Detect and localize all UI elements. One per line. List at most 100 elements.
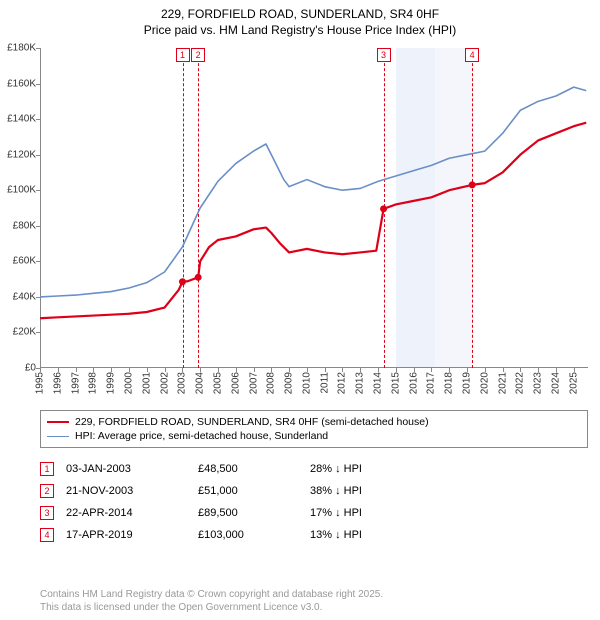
sales-row-diff: 28% ↓ HPI (310, 463, 588, 475)
sales-row: 3 22-APR-2014 £89,500 17% ↓ HPI (40, 502, 588, 524)
x-tick-label: 1997 (70, 372, 81, 394)
sale-event-marker: 1 (176, 48, 190, 62)
x-tick-label: 1996 (52, 372, 63, 394)
sales-row-price: £51,000 (198, 485, 298, 497)
x-tick-mark (111, 368, 112, 372)
x-tick-mark (538, 368, 539, 372)
legend-label: 229, FORDFIELD ROAD, SUNDERLAND, SR4 0HF… (75, 416, 429, 428)
sales-row-date: 17-APR-2019 (66, 529, 186, 541)
x-tick-label: 2011 (319, 372, 330, 394)
sale-event-marker: 2 (191, 48, 205, 62)
x-tick-mark (58, 368, 59, 372)
x-tick-label: 1998 (88, 372, 99, 394)
footer-text: Contains HM Land Registry data © Crown c… (40, 589, 383, 613)
x-tick-label: 2002 (159, 372, 170, 394)
sales-row-number: 1 (40, 462, 54, 476)
title-line-1: 229, FORDFIELD ROAD, SUNDERLAND, SR4 0HF (0, 6, 600, 22)
x-tick-label: 2003 (177, 372, 188, 394)
x-tick-label: 2022 (515, 372, 526, 394)
x-tick-label: 2004 (195, 372, 206, 394)
x-tick-label: 2005 (212, 372, 223, 394)
sales-row: 1 03-JAN-2003 £48,500 28% ↓ HPI (40, 458, 588, 480)
legend: 229, FORDFIELD ROAD, SUNDERLAND, SR4 0HF… (40, 410, 588, 448)
x-tick-label: 2024 (550, 372, 561, 394)
sale-event-marker: 4 (465, 48, 479, 62)
x-tick-mark (93, 368, 94, 372)
chart: £0£20K£40K£60K£80K£100K£120K£140K£160K£1… (40, 48, 588, 368)
title-line-2: Price paid vs. HM Land Registry's House … (0, 22, 600, 38)
chart-lines (40, 48, 588, 368)
x-tick-label: 2021 (497, 372, 508, 394)
sales-row-price: £48,500 (198, 463, 298, 475)
legend-row: HPI: Average price, semi-detached house,… (47, 429, 581, 443)
y-tick-label: £140K (0, 114, 36, 125)
x-tick-label: 2014 (373, 372, 384, 394)
x-tick-label: 2008 (266, 372, 277, 394)
series-marker (380, 205, 387, 212)
x-tick-label: 2012 (337, 372, 348, 394)
footer-note: Contains HM Land Registry data © Crown c… (40, 588, 588, 614)
sales-row: 417-APR-2019£103,00013% ↓ HPI (40, 524, 588, 546)
x-tick-label: 1999 (106, 372, 117, 394)
series-marker (195, 274, 202, 281)
y-tick-label: £120K (0, 149, 36, 160)
sales-row-price: £89,500 (198, 507, 298, 519)
x-tick-mark (165, 368, 166, 372)
y-tick-label: £160K (0, 78, 36, 89)
y-tick-label: £80K (0, 220, 36, 231)
sales-row-number: 3 (40, 506, 54, 520)
x-tick-label: 2019 (462, 372, 473, 394)
sales-row-diff: 17% ↓ HPI (310, 507, 588, 519)
y-tick-label: £20K (0, 327, 36, 338)
x-tick-label: 2023 (533, 372, 544, 394)
x-tick-mark (307, 368, 308, 372)
sales-row-number: 2 (40, 484, 54, 498)
x-tick-mark (40, 368, 41, 372)
sale-event-marker: 3 (377, 48, 391, 62)
x-tick-label: 2010 (301, 372, 312, 394)
y-tick-label: £0 (0, 363, 36, 374)
x-tick-label: 2001 (141, 372, 152, 394)
x-tick-mark (325, 368, 326, 372)
x-tick-mark (76, 368, 77, 372)
legend-label: HPI: Average price, semi-detached house,… (75, 430, 328, 442)
x-tick-mark (129, 368, 130, 372)
x-tick-label: 2013 (355, 372, 366, 394)
x-tick-mark (342, 368, 343, 372)
x-tick-mark (431, 368, 432, 372)
x-tick-mark (289, 368, 290, 372)
x-tick-label: 2015 (390, 372, 401, 394)
legend-swatch (47, 421, 69, 423)
sales-row-date: 22-APR-2014 (66, 507, 186, 519)
sales-row: 221-NOV-2003£51,00038% ↓ HPI (40, 480, 588, 502)
sales-row-date: 21-NOV-2003 (66, 485, 186, 497)
x-tick-mark (520, 368, 521, 372)
x-tick-label: 2000 (123, 372, 134, 394)
x-tick-label: 2006 (230, 372, 241, 394)
y-tick-label: £40K (0, 291, 36, 302)
x-tick-mark (360, 368, 361, 372)
y-tick-label: £100K (0, 185, 36, 196)
x-tick-label: 2007 (248, 372, 259, 394)
x-tick-label: 2009 (284, 372, 295, 394)
x-tick-mark (147, 368, 148, 372)
x-tick-mark (218, 368, 219, 372)
x-tick-label: 2020 (479, 372, 490, 394)
x-tick-label: 1995 (35, 372, 46, 394)
sales-row-date: 03-JAN-2003 (66, 463, 186, 475)
x-tick-label: 2016 (408, 372, 419, 394)
x-tick-mark (414, 368, 415, 372)
x-tick-label: 2018 (444, 372, 455, 394)
x-tick-label: 2025 (568, 372, 579, 394)
x-tick-mark (396, 368, 397, 372)
x-tick-mark (556, 368, 557, 372)
sales-row-number: 4 (40, 528, 54, 542)
x-tick-mark (503, 368, 504, 372)
series-hpi (40, 87, 586, 297)
x-tick-mark (236, 368, 237, 372)
sales-table: 1 03-JAN-2003 £48,500 28% ↓ HPI 2 21-NOV-2003… (40, 458, 588, 546)
y-tick-label: £60K (0, 256, 36, 267)
x-tick-mark (254, 368, 255, 372)
legend-swatch (47, 436, 69, 437)
x-tick-mark (574, 368, 575, 372)
